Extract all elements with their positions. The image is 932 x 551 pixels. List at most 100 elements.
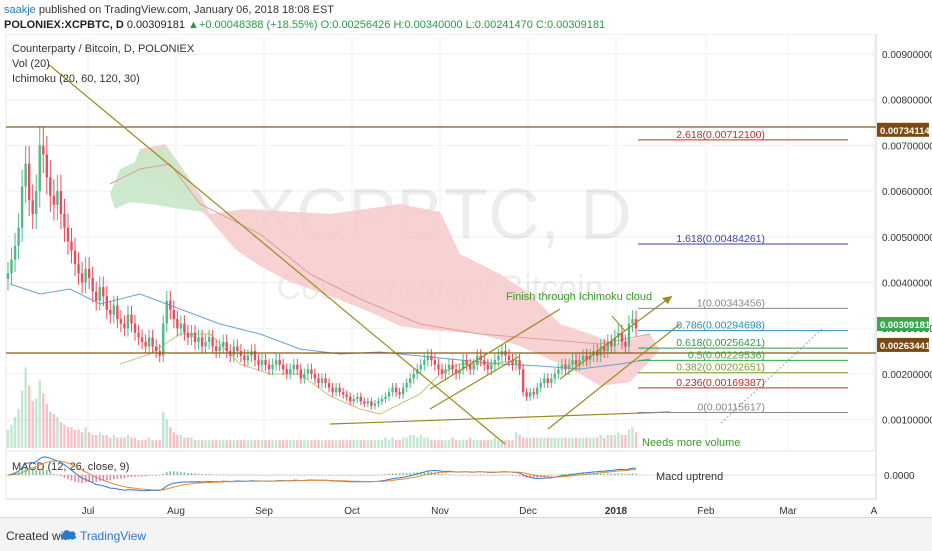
candle [172,309,176,320]
candle [186,332,190,338]
volume-bar [193,440,197,448]
volume-bar [451,437,454,448]
macd-hist-bar [194,473,196,475]
candle [493,360,497,365]
ichimoku-cloud-bull [110,146,205,212]
volume-bar [222,440,225,448]
volume-bar [38,380,41,448]
macd-hist-bar [585,473,588,475]
volume-bar [80,432,84,448]
macd-hist-bar [285,474,288,476]
macd-hist-bar [95,475,98,483]
macd-hist-bar [211,474,214,475]
macd-hist-bar [35,470,38,475]
candle [458,369,461,374]
volume-bar [109,437,112,448]
volume-bar [292,440,295,448]
candle [423,360,426,365]
macd-hist-bar [532,475,535,479]
y-tick-label: 0.00400000 [882,279,932,290]
volume-bar [289,440,292,448]
candle [274,360,278,365]
fib-level-label: 0.5(0.00229536) [688,349,765,361]
volume-bar [169,427,172,448]
volume-bar [232,440,235,448]
macd-hist-bar [621,473,623,475]
created-with-label: Created with [6,529,74,543]
candle [444,369,447,374]
volume-bar [49,411,52,448]
macd-hist-bar [317,475,320,476]
volume-bar [341,440,345,448]
candle [137,332,140,338]
volume-bar [363,440,366,448]
volume-bar [416,437,419,448]
macd-hist-bar [402,473,404,475]
volume-bar [278,440,281,448]
candle [73,250,77,265]
macd-hist-bar [46,469,48,475]
candle [380,399,384,402]
candles [6,126,638,410]
volume-bar [437,440,440,448]
tradingview-link[interactable]: TradingView [80,529,147,543]
ichimoku-cloud-bear [130,144,660,386]
author-link[interactable]: saakje [4,4,36,16]
volume-bar [102,435,105,448]
candle [246,355,250,361]
volume-bar [126,435,130,448]
channel-upper-2 [559,295,673,380]
arrow-head-icon [662,296,672,304]
volume-bar [507,440,511,448]
macd-hist-bar [49,471,52,475]
macd-hist-bar [483,475,486,476]
volume-bar [218,440,221,448]
candle [518,360,521,370]
fib-level-label: 1(0.00343456) [697,297,765,309]
macd-hist-bar [120,475,122,479]
macd-hist-bar [465,474,468,476]
volume-bar [511,440,514,448]
volume-bar [257,440,260,448]
time-axis: Jul Aug Sep Oct Nov Dec 2018 Feb Mar A [82,506,878,517]
macd-hist-bar [63,475,66,478]
candle [232,346,235,356]
macd-hist-bar [628,473,630,475]
volume-bar [603,437,606,448]
macd-hist-bar [539,475,542,478]
ichimoku-kijun [9,283,651,370]
macd-hist-bar [197,473,200,475]
macd-hist-bar [360,475,362,476]
volume-bar [490,440,493,448]
volume-bar [225,440,228,448]
candle [130,314,133,324]
candle [581,355,585,361]
ohlc-values: O:0.00256426 H:0.00340000 L:0.00241470 C… [320,19,606,31]
candle [289,369,292,374]
macd-hist-bar [180,471,182,475]
candle [66,227,70,242]
macd-hist-bar [38,468,41,475]
volume-indicator-label[interactable]: Vol (20) [12,58,50,70]
macd-hist-bar [487,475,489,476]
candle [214,346,218,352]
candle [80,273,84,283]
ichimoku-indicator-label[interactable]: Ichimoku (20, 60, 120, 30) [12,73,140,85]
candle [514,360,518,365]
candle [532,392,535,395]
candle [394,387,398,393]
volume-bar [140,440,144,448]
macd-hist-bar [141,475,143,477]
candle [35,191,38,214]
macd-hist-bar [116,475,119,480]
price-chart[interactable]: XCPBTC, D Counterparty / Bitcoin 2.618(0… [0,34,932,517]
volume-bar [419,435,422,448]
candle [271,364,274,370]
volume-bar [631,427,634,448]
macd-hist-bar [423,471,426,475]
macd-hist-bar [190,473,193,475]
candle [352,399,355,402]
macd-hist-bar [88,475,90,483]
channel-lower-1 [429,355,521,410]
volume-bar [553,437,557,448]
